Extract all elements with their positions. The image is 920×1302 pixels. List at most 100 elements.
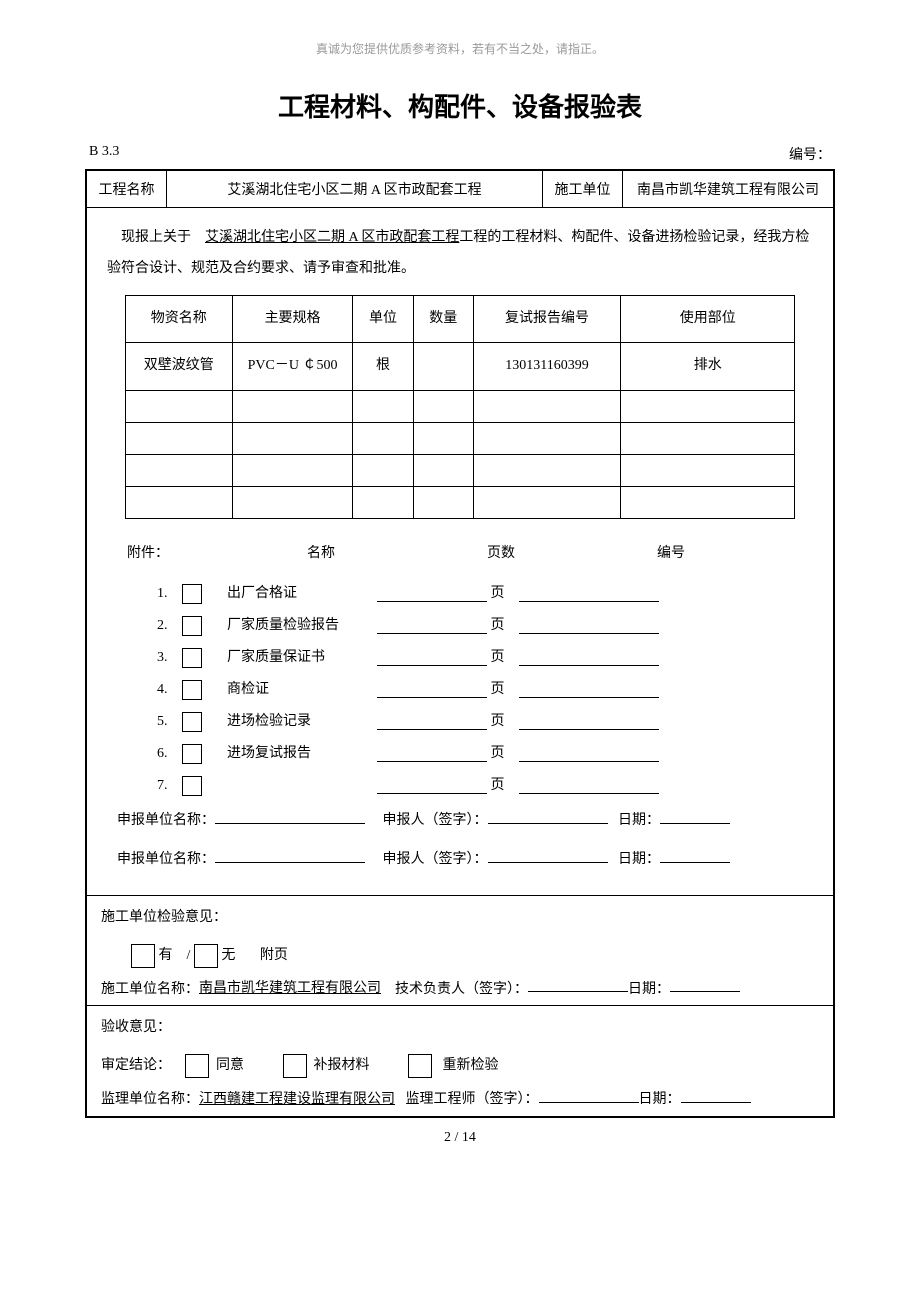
blank xyxy=(488,846,608,863)
checkbox-icon[interactable] xyxy=(194,944,218,968)
checkbox-icon[interactable] xyxy=(408,1054,432,1078)
apply-person-label: 申报人（签字）： xyxy=(383,813,488,828)
th-report: 复试报告编号 xyxy=(473,295,620,343)
form-code: B 3.3 xyxy=(89,144,119,164)
checkbox-icon[interactable] xyxy=(182,744,202,764)
blank xyxy=(519,586,659,603)
recheck-label: 重新检验 xyxy=(443,1059,499,1074)
th-use: 使用部位 xyxy=(621,295,795,343)
blank xyxy=(488,807,608,824)
checkbox-icon[interactable] xyxy=(182,776,202,796)
page-unit: 页 xyxy=(491,580,505,608)
attach-num: 4. xyxy=(157,676,182,704)
construct-unit-name: 南昌市凯华建筑工程有限公司 xyxy=(199,977,381,997)
sec3-title: 验收意见： xyxy=(101,1016,819,1036)
attach-col-num: 编号 xyxy=(657,539,797,570)
engineer-label: 监理工程师（签字）： xyxy=(406,1092,539,1107)
blank xyxy=(519,746,659,763)
blank xyxy=(377,586,487,603)
apply-unit-label: 申报单位名称： xyxy=(117,813,215,828)
th-spec: 主要规格 xyxy=(232,295,353,343)
checkbox-icon[interactable] xyxy=(131,944,155,968)
number-label: 编号： xyxy=(789,144,831,164)
supervise-unit-name: 江西赣建工程建设监理有限公司 xyxy=(199,1088,395,1108)
blank xyxy=(377,682,487,699)
attach-row: 6.进场复试报告 页 xyxy=(107,738,813,770)
page-unit: 页 xyxy=(491,644,505,672)
supplement-label: 补报材料 xyxy=(314,1059,370,1074)
blank xyxy=(519,650,659,667)
page-unit: 页 xyxy=(491,708,505,736)
blank xyxy=(519,618,659,635)
attach-name: 出厂合格证 xyxy=(227,580,377,608)
supervise-unit-label: 监理单位名称： xyxy=(101,1092,199,1107)
has-label: 有 xyxy=(159,948,173,963)
checkbox-icon[interactable] xyxy=(283,1054,307,1078)
th-qty: 数量 xyxy=(413,295,473,343)
attach-name: 商检证 xyxy=(227,676,377,704)
cell: 根 xyxy=(353,343,413,391)
checkbox-icon[interactable] xyxy=(182,648,202,668)
attach-row: 5. 进场检验记录 页 xyxy=(107,706,813,738)
table-row xyxy=(125,423,795,455)
attach-col-name: 名称 xyxy=(307,539,487,570)
checkbox-icon[interactable] xyxy=(182,680,202,700)
blank xyxy=(660,846,730,863)
attach-num: 1. xyxy=(157,580,182,608)
body-section: 现报上关于 艾溪湖北住宅小区二期 A 区市政配套工程 工程的工程材料、构配件、设… xyxy=(87,208,833,896)
blank xyxy=(377,778,487,795)
blank xyxy=(528,976,628,993)
attach-row: 3.厂家质量保证书 页 xyxy=(107,642,813,674)
info-row: 工程名称 艾溪湖北住宅小区二期 A 区市政配套工程 施工单位 南昌市凯华建筑工程… xyxy=(87,171,833,208)
blank xyxy=(377,618,487,635)
unit-name: 南昌市凯华建筑工程有限公司 xyxy=(623,171,833,207)
page-unit: 页 xyxy=(491,740,505,768)
blank xyxy=(519,778,659,795)
table-row: 双壁波纹管 PVC－U ￠500 根 130131160399 排水 xyxy=(125,343,795,391)
page-title: 工程材料、构配件、设备报验表 xyxy=(85,87,835,124)
cell: 130131160399 xyxy=(473,343,620,391)
agree-label: 同意 xyxy=(216,1059,244,1074)
attach-page-label: 附页 xyxy=(260,948,288,963)
tech-label: 技术负责人（签字）： xyxy=(395,981,528,996)
checkbox-icon[interactable] xyxy=(185,1054,209,1078)
acceptance-opinion: 验收意见： 审定结论： 同意 补报材料 重新检验 监理单位名称： 江西赣建工程建… xyxy=(87,1006,833,1116)
apply-unit-label: 申报单位名称： xyxy=(117,852,215,867)
page-number: 2 / 14 xyxy=(85,1130,835,1146)
th-name: 物资名称 xyxy=(125,295,232,343)
blank xyxy=(215,807,365,824)
sec2-title: 施工单位检验意见： xyxy=(101,906,819,926)
blank xyxy=(519,682,659,699)
table-row xyxy=(125,487,795,519)
attach-num: 7. xyxy=(157,772,182,800)
checkbox-icon[interactable] xyxy=(182,584,202,604)
none-label: 无 xyxy=(221,948,235,963)
attach-num: 3. xyxy=(157,644,182,672)
page-unit: 页 xyxy=(491,772,505,800)
page-unit: 页 xyxy=(491,612,505,640)
attach-num: 5. xyxy=(157,708,182,736)
intro-project: 艾溪湖北住宅小区二期 A 区市政配套工程 xyxy=(191,223,459,254)
project-name: 艾溪湖北住宅小区二期 A 区市政配套工程 xyxy=(167,171,543,207)
attach-row: 7. 页 xyxy=(107,770,813,802)
project-label: 工程名称 xyxy=(87,171,167,207)
blank xyxy=(215,846,365,863)
conclusion-label: 审定结论： xyxy=(101,1059,171,1074)
date-label: 日期： xyxy=(618,852,660,867)
date-label: 日期： xyxy=(639,1092,681,1107)
top-note: 真诚为您提供优质参考资料，若有不当之处，请指正。 xyxy=(85,40,835,57)
date-label: 日期： xyxy=(628,981,670,996)
blank xyxy=(519,714,659,731)
apply-person-label: 申报人（签字）： xyxy=(383,852,488,867)
checkbox-icon[interactable] xyxy=(182,616,202,636)
materials-table: 物资名称 主要规格 单位 数量 复试报告编号 使用部位 双壁波纹管 PVC－U … xyxy=(125,295,796,520)
blank xyxy=(377,714,487,731)
cell: 排水 xyxy=(621,343,795,391)
page-unit: 页 xyxy=(491,676,505,704)
attach-name: 进场复试报告 xyxy=(227,740,377,768)
attach-row: 4. 商检证 页 xyxy=(107,674,813,706)
unit-label: 施工单位 xyxy=(543,171,623,207)
cell: 双壁波纹管 xyxy=(125,343,232,391)
attach-name: 进场检验记录 xyxy=(227,708,377,736)
checkbox-icon[interactable] xyxy=(182,712,202,732)
